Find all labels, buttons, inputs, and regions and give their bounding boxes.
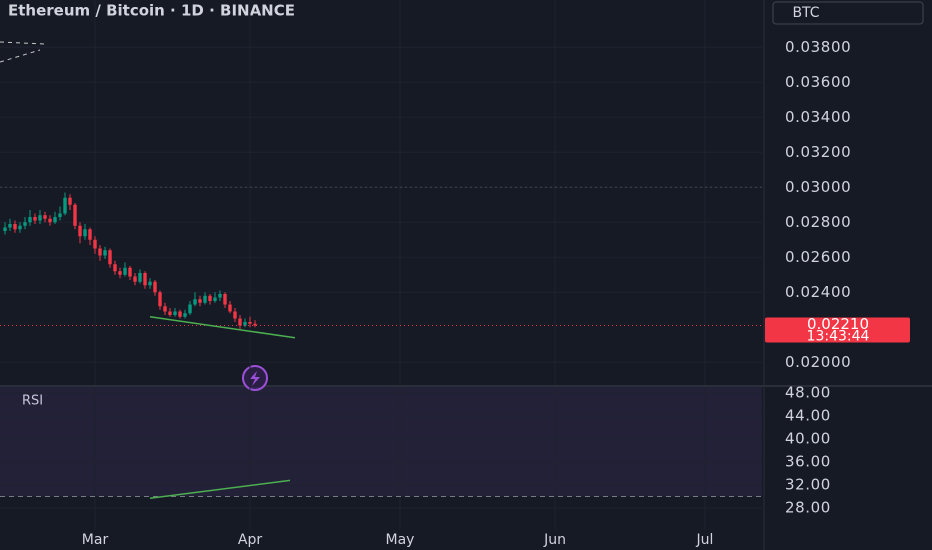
y-tick-label: 28.00 (785, 499, 831, 517)
candle-body (248, 322, 252, 324)
y-tick-label: 44.00 (785, 406, 831, 424)
y-tick-label: 0.02000 (785, 353, 851, 371)
candle-body (148, 281, 152, 286)
candle-body (123, 267, 127, 275)
candle-body (188, 304, 192, 314)
candle-body (113, 264, 117, 272)
y-tick-label: 0.03400 (785, 108, 851, 126)
trendline (149, 479, 291, 500)
candle-body (143, 273, 147, 286)
y-tick-label: 0.03200 (785, 143, 851, 161)
trendline (149, 316, 296, 339)
candle-body (83, 229, 87, 237)
candle-body (253, 323, 257, 326)
candle-body (233, 311, 237, 319)
candle-body (178, 311, 182, 317)
candle-body (193, 299, 197, 305)
y-tick-label: 0.02800 (785, 213, 851, 231)
candle-body (223, 294, 227, 305)
drawing (0, 41, 46, 63)
y-tick-label: 40.00 (785, 429, 831, 447)
x-tick-label: Jun (543, 532, 566, 548)
candle-body (38, 215, 42, 221)
candle-body (28, 217, 32, 223)
candle-body (68, 197, 72, 205)
y-tick-label: 0.02400 (785, 283, 851, 301)
price-label-bg (765, 317, 910, 343)
x-tick-label: Apr (238, 532, 262, 548)
candle-body (163, 306, 167, 312)
candle-body (88, 229, 92, 240)
y-tick-label: 0.03800 (785, 38, 851, 56)
y-tick-label: 0.03600 (785, 73, 851, 91)
candle-body (128, 267, 132, 277)
candle-body (183, 313, 187, 317)
candle-body (78, 225, 82, 237)
candle-body (108, 250, 112, 265)
candle-body (48, 218, 52, 223)
y-tick-label: 0.02600 (785, 248, 851, 266)
x-tick-label: May (386, 532, 415, 548)
candle-body (203, 295, 207, 303)
candle-body (218, 294, 222, 298)
candle-body (58, 213, 62, 217)
price-label: 0.02210 (807, 315, 869, 333)
candle-body (13, 224, 17, 230)
y-tick-label: 32.00 (785, 476, 831, 494)
x-tick-label: Mar (82, 532, 109, 548)
currency-label: BTC (792, 5, 819, 21)
currency-button[interactable] (772, 1, 924, 25)
candle-body (63, 197, 67, 214)
chart-title: Ethereum / Bitcoin · 1D · BINANCE (8, 2, 295, 20)
pane-title: RSI (22, 394, 43, 409)
candle-body (133, 276, 137, 282)
candle-body (153, 281, 157, 293)
candle-body (8, 224, 12, 228)
candle-body (53, 217, 57, 223)
y-tick-label: 36.00 (785, 452, 831, 470)
candle-body (208, 295, 212, 301)
candle-body (103, 250, 107, 256)
candle-body (23, 222, 27, 226)
countdown: 13:43:44 (807, 329, 870, 345)
candle-body (158, 292, 162, 307)
candle-body (173, 311, 177, 315)
candle-body (18, 225, 22, 230)
candle-body (43, 215, 47, 219)
candle-body (168, 311, 172, 315)
rsi-band (0, 387, 762, 497)
candle-body (118, 271, 122, 275)
candle-body (228, 304, 232, 312)
candle-body (98, 248, 102, 256)
y-tick-label: 0.03000 (785, 178, 851, 196)
candle-body (33, 217, 37, 221)
candle-body (213, 297, 217, 301)
candle-body (238, 318, 242, 326)
candle-body (93, 239, 97, 249)
y-tick-label: 48.00 (785, 383, 831, 401)
event-icon-bolt (250, 371, 260, 386)
candle-body (198, 299, 202, 303)
candle-body (73, 204, 77, 226)
candle-body (3, 227, 7, 231)
candle-body (243, 322, 247, 326)
candle-body (138, 273, 142, 282)
x-tick-label: Jul (696, 532, 714, 548)
